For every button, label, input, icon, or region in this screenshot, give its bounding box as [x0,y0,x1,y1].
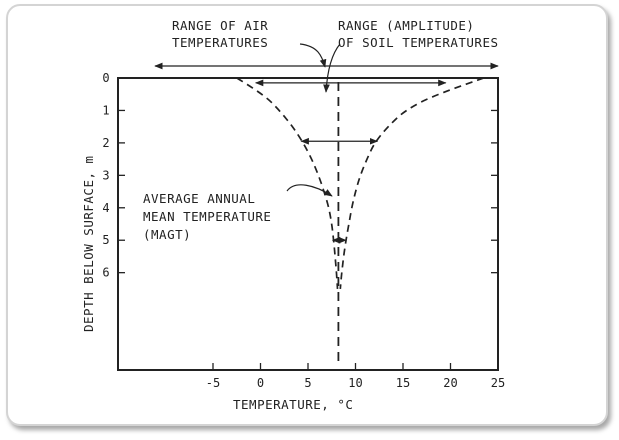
air-label-line-1: RANGE OF AIR [172,18,268,33]
x-tick-label--5: -5 [206,376,220,390]
magt-label-pointer [286,184,333,197]
y-tick-label-5: 5 [102,233,109,247]
soil-label-line-1: RANGE (AMPLITUDE) [338,18,474,33]
max-temperature-curve [339,77,485,289]
y-tick-label-4: 4 [102,201,109,215]
y-axis: 0 1 2 3 4 5 6 [102,71,498,280]
y-tick-label-6: 6 [102,266,109,280]
soil-label-pointer [323,43,341,93]
figure-frame [6,4,608,426]
x-tick-label-15: 15 [396,376,410,390]
magt-label-line-2: MEAN TEMPERATURE [143,209,271,224]
air-label-line-2: TEMPERATURES [172,35,268,50]
magt-label-line-3: (MAGT) [143,227,191,242]
x-tick-label-20: 20 [443,376,457,390]
x-tick-label-0: 0 [257,376,264,390]
y-tick-label-2: 2 [102,136,109,150]
x-axis: -5 0 5 10 15 20 25 [206,363,505,390]
x-tick-label-25: 25 [491,376,505,390]
y-tick-label-3: 3 [102,168,109,182]
magt-label-line-1: AVERAGE ANNUAL [143,191,255,206]
min-temperature-curve [236,77,339,289]
x-axis-label: TEMPERATURE, °C [233,397,353,412]
plot-area [117,77,499,371]
amplitude-ranges [254,79,447,244]
x-tick-label-10: 10 [348,376,362,390]
y-axis-label: DEPTH BELOW SURFACE, m [81,155,96,332]
x-tick-label-5: 5 [304,376,311,390]
y-tick-label-1: 1 [102,103,109,117]
y-tick-label-0: 0 [102,71,109,85]
air-label-pointer [299,43,327,68]
soil-label-line-2: OF SOIL TEMPERATURES [338,35,499,50]
